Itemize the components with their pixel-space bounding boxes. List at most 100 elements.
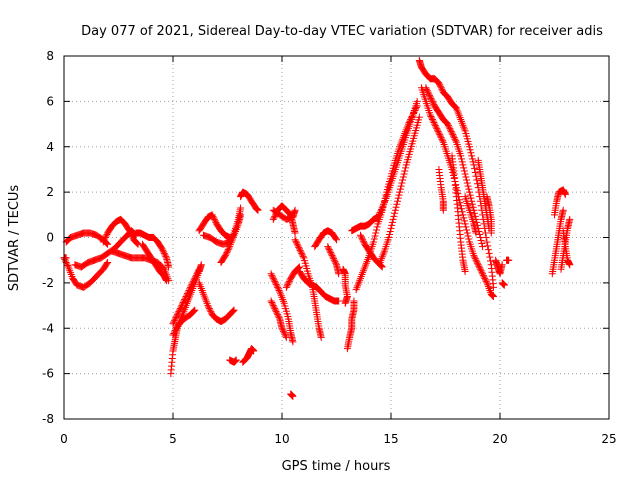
- data-point-marker: [289, 392, 297, 400]
- data-point-marker: [412, 103, 420, 111]
- data-point-marker: [472, 256, 480, 264]
- data-point-marker: [465, 188, 473, 196]
- x-axis-label: GPS time / hours: [282, 459, 391, 474]
- data-point-marker: [183, 291, 191, 299]
- data-point-marker: [391, 206, 399, 214]
- data-point-marker: [449, 168, 457, 176]
- data-point-marker: [127, 230, 135, 238]
- data-point-marker: [481, 274, 489, 282]
- data-point-marker: [126, 228, 134, 236]
- data-point-marker: [274, 283, 282, 291]
- data-point-marker: [448, 129, 456, 137]
- data-point-marker: [449, 131, 457, 139]
- x-axis-ticks: 0 5 10 15 20 25: [60, 56, 617, 446]
- data-point-marker: [298, 251, 306, 259]
- data-point-marker: [180, 297, 188, 305]
- data-point-marker: [197, 261, 205, 269]
- data-point-marker: [409, 111, 417, 119]
- data-point-marker: [291, 236, 299, 244]
- data-point-marker: [173, 312, 181, 320]
- data-point-marker: [438, 85, 446, 93]
- data-point-marker: [372, 229, 380, 237]
- data-point-marker: [291, 206, 299, 214]
- data-point-marker: [358, 234, 366, 242]
- data-point-marker: [174, 309, 182, 317]
- data-point-marker: [284, 280, 292, 288]
- series-arc-12: [195, 211, 234, 241]
- series-arc-26: [311, 227, 340, 251]
- data-point-marker: [432, 123, 440, 131]
- y-axis-label: SDTVAR / TECUs: [7, 185, 22, 292]
- data-point-marker: [267, 297, 275, 305]
- data-point-marker: [380, 200, 388, 208]
- data-point-marker: [458, 158, 466, 166]
- data-point-marker: [359, 237, 367, 245]
- y-tick-label: 0: [46, 231, 54, 245]
- series-arc-37: [435, 165, 447, 214]
- data-point-marker: [410, 108, 418, 116]
- data-point-marker: [268, 299, 276, 307]
- series-arc-10: [169, 306, 199, 339]
- data-point-marker: [429, 99, 437, 107]
- data-point-marker: [439, 206, 447, 214]
- y-tick-label: -8: [42, 412, 54, 426]
- data-point-marker: [561, 190, 569, 198]
- data-point-marker: [427, 94, 435, 102]
- data-point-marker: [205, 305, 213, 313]
- data-point-marker: [436, 132, 444, 140]
- y-tick-label: -2: [42, 276, 54, 290]
- data-point-marker: [176, 305, 184, 313]
- data-point-marker: [431, 122, 439, 130]
- data-point-marker: [169, 331, 177, 339]
- data-point-marker: [399, 176, 407, 184]
- data-point-marker: [332, 235, 340, 243]
- data-point-marker: [468, 155, 476, 163]
- data-point-marker: [450, 134, 458, 142]
- x-tick-label: 20: [492, 432, 507, 446]
- data-point-marker: [406, 117, 414, 125]
- data-point-marker: [500, 281, 508, 289]
- data-point-marker: [335, 297, 343, 305]
- data-point-marker: [296, 246, 304, 254]
- series-arc-17: [239, 345, 258, 366]
- data-point-marker: [447, 126, 455, 134]
- data-point-marker: [468, 200, 476, 208]
- series-arc-38: [448, 152, 469, 276]
- data-point-marker: [457, 152, 465, 160]
- data-point-marker: [191, 274, 199, 282]
- data-point-marker: [159, 246, 167, 254]
- data-point-marker: [282, 283, 290, 291]
- series-arc-34: [415, 57, 497, 291]
- data-point-marker: [103, 240, 111, 248]
- data-point-marker: [178, 302, 186, 310]
- data-point-marker: [386, 227, 394, 235]
- data-point-marker: [389, 215, 397, 223]
- data-point-marker: [275, 286, 283, 294]
- data-point-marker: [254, 206, 262, 214]
- data-point-marker: [329, 253, 337, 261]
- series-arc-39: [461, 193, 480, 237]
- data-point-marker: [237, 211, 245, 219]
- data-point-marker: [182, 292, 190, 300]
- data-point-marker: [447, 128, 455, 136]
- data-point-marker: [297, 248, 305, 256]
- data-point-marker: [184, 288, 192, 296]
- data-point-marker: [186, 283, 194, 291]
- series-arc-49: [60, 254, 70, 262]
- data-point-marker: [566, 215, 574, 223]
- data-point-marker: [410, 109, 418, 117]
- data-point-marker: [394, 197, 402, 205]
- y-tick-label: -4: [42, 321, 54, 335]
- data-point-marker: [295, 264, 303, 272]
- x-tick-label: 25: [601, 432, 616, 446]
- data-point-marker: [325, 244, 333, 252]
- data-point-marker: [469, 203, 477, 211]
- data-point-marker: [399, 173, 407, 181]
- data-point-marker: [184, 289, 192, 297]
- data-point-marker: [282, 332, 290, 340]
- data-point-marker: [207, 308, 215, 316]
- data-point-marker: [457, 155, 465, 163]
- data-point-marker: [461, 268, 469, 276]
- data-point-marker: [459, 161, 467, 169]
- data-point-marker: [268, 271, 276, 279]
